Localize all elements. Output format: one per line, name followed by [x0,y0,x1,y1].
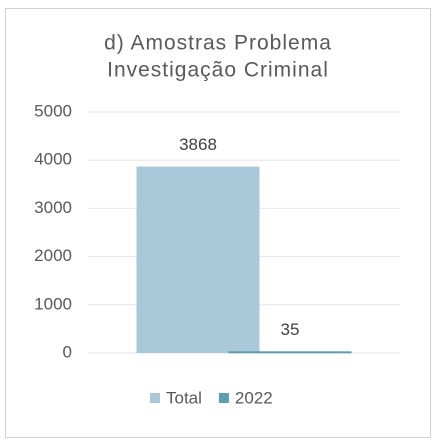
y-tick-label: 3000 [34,198,72,217]
y-tick-label: 4000 [34,150,72,169]
y-tick-label: 1000 [34,294,72,313]
legend-swatch [150,393,160,403]
data-label: 3868 [179,135,217,154]
data-label: 35 [281,320,300,339]
bar [136,166,260,353]
chart-title-line: d) Amostras Problema [104,32,332,55]
legend-label: Total [166,388,202,407]
y-tick-label: 2000 [34,246,72,265]
legend-swatch [218,393,229,403]
bar [228,351,352,354]
legend-label: 2022 [235,388,273,407]
y-tick-label: 0 [63,342,72,361]
y-tick-label: 5000 [34,101,72,120]
chart-title-line: Investigação Criminal [107,59,329,82]
